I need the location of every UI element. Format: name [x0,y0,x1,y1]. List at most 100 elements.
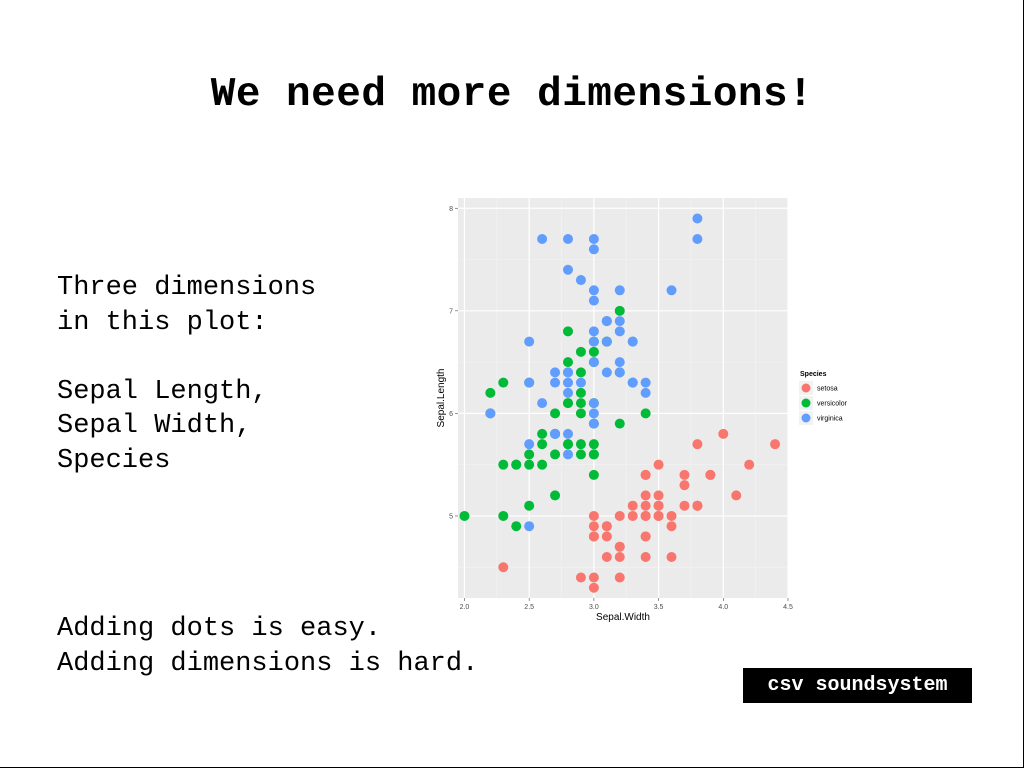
x-tick-label: 4.0 [718,604,728,611]
point-setosa [679,469,690,480]
closing-remark: Adding dots is easy. Adding dimensions i… [57,614,479,679]
point-versicolor [614,418,625,429]
point-versicolor [511,459,522,470]
point-setosa [588,531,599,542]
point-virginica [588,244,599,255]
point-setosa [640,510,651,521]
point-versicolor [575,346,586,357]
point-virginica [614,357,625,368]
dimensions-description: Three dimensions in this plot: Sepal Len… [57,273,317,476]
data-points [459,213,781,593]
point-setosa [588,582,599,593]
point-setosa [614,541,625,552]
point-virginica [627,377,638,388]
point-virginica [627,336,638,347]
point-setosa [640,469,651,480]
x-tick-label: 3.5 [654,604,664,611]
x-tick-label: 3.0 [589,604,599,611]
point-versicolor [588,469,599,480]
point-virginica [524,377,535,388]
point-setosa [601,521,612,532]
y-axis-ticks: 5 6 7 8 [449,206,458,520]
point-versicolor [485,387,496,398]
point-setosa [666,521,677,532]
point-virginica [614,316,625,327]
point-virginica [563,428,573,439]
point-versicolor [640,408,651,419]
point-versicolor [537,428,548,439]
point-virginica [601,316,612,327]
point-virginica [601,367,612,378]
point-virginica [640,387,651,398]
point-versicolor [563,439,573,450]
point-virginica [563,377,573,388]
point-setosa [588,521,599,532]
point-setosa [614,572,625,583]
point-versicolor [524,449,535,460]
point-virginica [537,398,548,409]
point-virginica [614,367,625,378]
point-setosa [575,572,586,583]
point-versicolor [575,387,586,398]
point-virginica [588,234,599,245]
point-virginica [524,521,535,532]
legend-label-virginica: virginica [817,416,843,423]
x-tick-label: 4.5 [783,604,793,611]
point-setosa [588,510,599,521]
point-versicolor [498,459,509,470]
point-virginica [588,295,599,306]
point-virginica [524,336,535,347]
y-tick-label: 7 [449,308,453,315]
point-virginica [588,357,599,368]
legend-key-virginica [801,413,811,423]
point-virginica [601,336,612,347]
point-setosa [627,510,638,521]
point-virginica [588,285,599,296]
point-setosa [588,572,599,583]
point-setosa [666,551,677,562]
x-axis-title: Sepal.Width [596,612,650,623]
point-setosa [498,562,509,573]
point-versicolor [588,449,599,460]
point-versicolor [575,367,586,378]
y-tick-label: 5 [449,513,453,520]
legend-label-versicolor: versicolor [817,401,848,408]
point-versicolor [550,408,561,419]
point-virginica [588,326,599,337]
legend-label-setosa: setosa [817,386,838,393]
point-setosa [640,490,651,501]
point-virginica [614,285,625,296]
point-setosa [692,500,703,511]
point-virginica [550,367,561,378]
point-versicolor [575,398,586,409]
point-versicolor [563,398,573,409]
point-setosa [640,531,651,542]
point-setosa [653,510,664,521]
point-virginica [563,264,573,275]
point-setosa [705,469,716,480]
point-versicolor [550,490,561,501]
y-axis-title: Sepal.Length [436,369,447,428]
point-setosa [679,480,690,491]
point-virginica [614,326,625,337]
x-tick-label: 2.5 [524,604,534,611]
point-setosa [731,490,742,501]
point-versicolor [537,439,548,450]
x-tick-label: 2.0 [460,604,470,611]
point-setosa [679,500,690,511]
x-axis-ticks: 2.0 2.5 3.0 3.5 4.0 4.5 [460,598,793,611]
scatter-plot: 2.0 2.5 3.0 3.5 4.0 4.5 5 6 7 8 Sepal.Width Sepa… [436,198,848,623]
point-versicolor [575,449,586,460]
point-setosa [653,490,664,501]
y-tick-label: 6 [449,411,453,418]
point-versicolor [575,439,586,450]
point-setosa [601,531,612,542]
point-setosa [601,551,612,562]
point-setosa [653,459,664,470]
point-setosa [744,459,755,470]
point-virginica [692,234,703,245]
legend-key-setosa [801,383,811,393]
point-setosa [653,500,664,511]
point-virginica [575,275,586,286]
